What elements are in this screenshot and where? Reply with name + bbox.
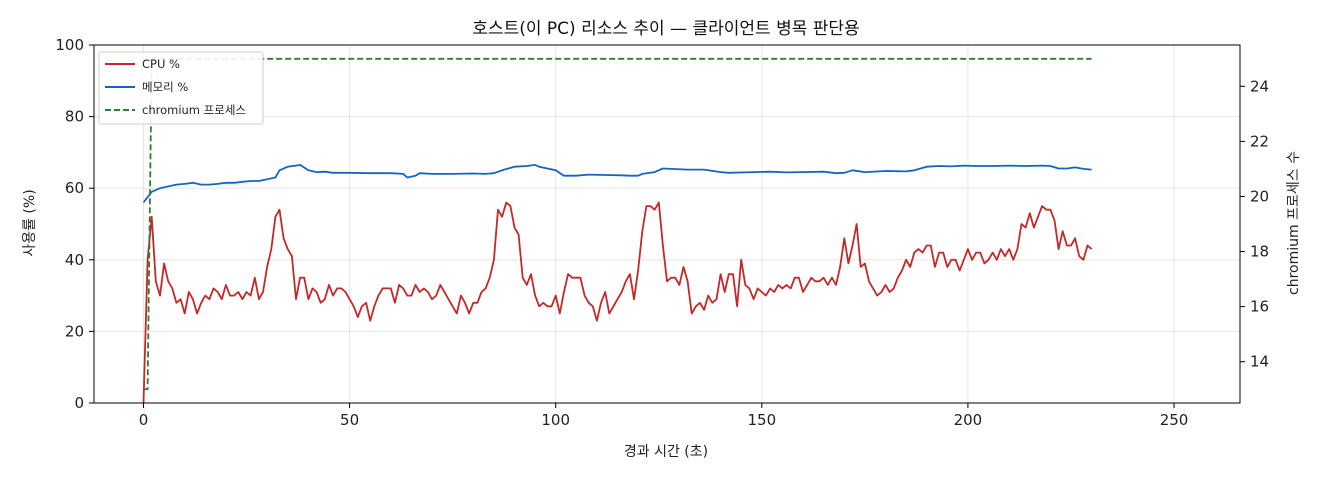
y-tick-label: 80 (65, 108, 84, 126)
legend-label-chromium: chromium 프로세스 (142, 103, 246, 117)
y2-tick-label: 20 (1250, 187, 1269, 205)
axis-ticks: 0 50 100 150 200 250 0 20 40 60 80 100 14 16 18 20 22 24 (55, 36, 1269, 429)
y-tick-label: 60 (65, 179, 84, 197)
y2-tick-label: 16 (1250, 298, 1269, 316)
y-tick-label: 100 (55, 36, 84, 54)
series-line-cpu (142, 201, 1093, 404)
y-tick-label: 0 (74, 394, 84, 412)
y2-tick-label: 18 (1250, 243, 1269, 261)
y-axis-title: 사용률 (%) (22, 189, 38, 256)
x-tick-label: 200 (954, 411, 983, 429)
y-tick-label: 40 (65, 251, 84, 269)
legend-label-memory: 메모리 % (142, 80, 188, 94)
series-lines (142, 57, 1093, 404)
x-tick-label: 250 (1160, 411, 1189, 429)
x-tick-label: 150 (747, 411, 776, 429)
series-line-chromium (143, 57, 1092, 391)
legend-label-cpu: CPU % (142, 57, 180, 71)
chart-title: 호스트(이 PC) 리소스 추이 — 클라이언트 병목 판단용 (472, 19, 859, 39)
y2-tick-label: 24 (1250, 77, 1269, 95)
x-tick-label: 0 (139, 411, 149, 429)
legend-box (98, 51, 264, 125)
y2-axis-title: chromium 프로세스 수 (1286, 151, 1302, 295)
y-tick-label: 20 (65, 322, 84, 340)
plot-frame (93, 44, 1241, 404)
y2-tick-label: 22 (1250, 132, 1269, 150)
y2-tick-label: 14 (1250, 353, 1269, 371)
x-tick-label: 50 (340, 411, 359, 429)
x-tick-label: 100 (541, 411, 570, 429)
series-line-memory (142, 163, 1092, 204)
legend: CPU % 메모리 % chromium 프로세스 (98, 51, 264, 125)
x-axis-title: 경과 시간 (초) (624, 444, 708, 460)
